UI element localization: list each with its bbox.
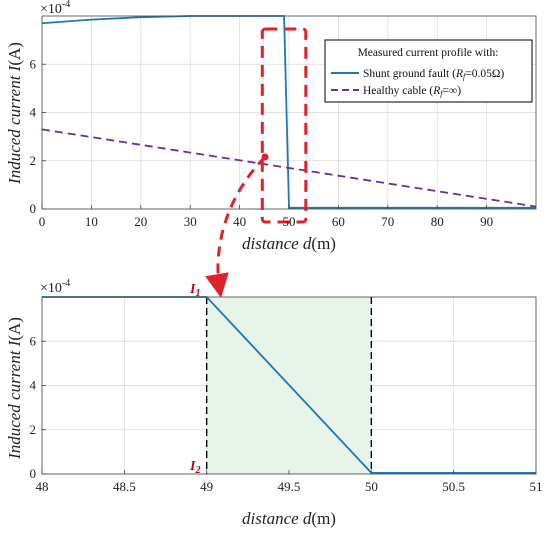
y-tick-label: 0 [30, 466, 37, 481]
y-tick-label: 4 [30, 378, 37, 393]
y-tick-label: 2 [30, 422, 37, 437]
bottom-y-exponent: ×10-4 [40, 278, 70, 296]
bottom-panel: 48 48.5 49 49.5 50 50.5 51 0 2 4 6 ×10-4 distance… [5, 278, 543, 528]
top-y-ticks: 0 2 4 6 [30, 56, 46, 216]
x-tick-label: 90 [480, 214, 493, 229]
marker-i2-label: I2 [189, 459, 200, 476]
x-tick-label: 50 [365, 479, 378, 494]
x-tick-label: 70 [381, 214, 394, 229]
top-series-layer [41, 15, 537, 224]
y-tick-label: 2 [30, 153, 37, 168]
x-tick-label: 49 [200, 479, 213, 494]
series-fault-line [41, 15, 536, 209]
top-x-ticks: 0 10 20 30 40 50 60 70 80 90 [39, 205, 493, 229]
zoom-highlight-box [260, 27, 308, 224]
x-tick-label: 50 [283, 214, 296, 229]
marker-i1-label: I1 [189, 282, 200, 299]
x-tick-label: 30 [184, 214, 197, 229]
top-panel: 0 10 20 30 40 50 60 70 80 90 0 2 4 6 ×10-4 distance … [5, 0, 537, 253]
top-y-exponent: ×10-4 [40, 0, 70, 17]
top-x-axis-label: distance d(m) [242, 234, 336, 253]
x-tick-label: 51 [530, 479, 543, 494]
y-tick-label: 0 [30, 201, 37, 216]
bottom-y-ticks: 0 2 4 6 [30, 333, 46, 481]
legend-box [324, 39, 533, 103]
x-tick-label: 80 [431, 214, 444, 229]
x-tick-label: 48.5 [113, 479, 136, 494]
x-tick-label: 49.5 [278, 479, 301, 494]
top-y-axis-label: Induced current I(A) [5, 42, 24, 185]
zoom-connector-dot [261, 153, 269, 161]
zoom-connector-arrow [205, 155, 267, 298]
x-tick-label: 0 [39, 214, 46, 229]
bottom-x-ticks: 48 48.5 49 49.5 50 50.5 51 [36, 470, 543, 494]
legend-entry-fault: Shunt ground fault (Rf=0.05Ω) [363, 68, 504, 81]
x-tick-label: 10 [85, 214, 98, 229]
bottom-x-axis-label: distance d(m) [242, 509, 336, 528]
y-tick-label: 4 [30, 105, 37, 120]
series-healthy-line [41, 128, 537, 208]
y-tick-label: 6 [30, 56, 37, 71]
bottom-y-axis-label: Induced current I(A) [5, 317, 24, 460]
y-tick-label: 6 [30, 333, 37, 348]
x-tick-label: 20 [134, 214, 147, 229]
x-tick-label: 50.5 [442, 479, 465, 494]
legend: Measured current profile with: Shunt gro… [324, 39, 533, 103]
x-tick-label: 60 [332, 214, 345, 229]
x-tick-label: 40 [233, 214, 246, 229]
legend-title: Measured current profile with: [358, 47, 499, 59]
x-tick-label: 48 [36, 479, 49, 494]
legend-entry-healthy: Healthy cable (Rf=∞) [363, 85, 461, 98]
